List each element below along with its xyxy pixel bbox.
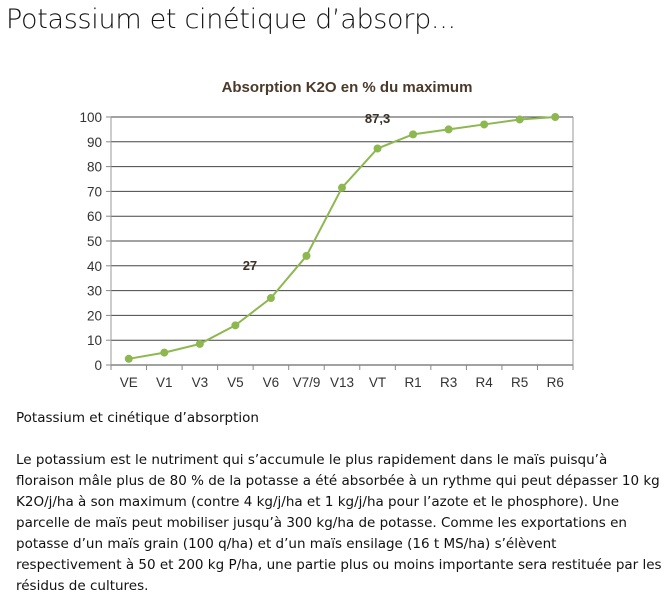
x-tick-label: V3: [192, 375, 209, 390]
data-point: [515, 115, 524, 124]
x-tick-label: R6: [547, 375, 564, 390]
data-point: [409, 130, 418, 139]
y-tick-label: 40: [87, 259, 102, 274]
x-tick-label: R1: [404, 375, 421, 390]
x-tick-label: R4: [476, 375, 494, 390]
x-tick-label: VT: [369, 375, 386, 390]
data-label: 27: [243, 258, 257, 273]
y-tick-label: 10: [87, 333, 102, 348]
x-tick-label: V1: [156, 375, 173, 390]
data-point: [480, 120, 489, 129]
chart-title: Absorption K2O en % du maximum: [222, 79, 473, 96]
y-tick-label: 90: [87, 135, 102, 150]
x-tick-label: V5: [227, 375, 244, 390]
data-point: [266, 294, 275, 303]
data-label: 87,3: [365, 111, 390, 126]
data-point: [195, 339, 204, 348]
data-point: [444, 125, 453, 134]
y-tick-label: 0: [94, 358, 102, 373]
body-text: Le potassium est le nutriment qui s’accu…: [16, 452, 662, 594]
data-point: [551, 113, 560, 121]
data-point: [302, 251, 311, 260]
page-title: Potassium et cinétique d’absorp...: [6, 4, 456, 35]
x-tick-label: V13: [330, 375, 354, 390]
data-point: [373, 144, 382, 153]
x-tick-label: VE: [120, 375, 138, 390]
y-tick-label: 30: [87, 284, 102, 299]
chart-caption: Potassium et cinétique d’absorption: [16, 410, 259, 426]
data-point: [124, 354, 133, 363]
x-tick-label: V6: [263, 375, 280, 390]
data-point: [338, 183, 346, 192]
data-point: [160, 348, 169, 357]
x-tick-label: R5: [511, 375, 528, 390]
y-tick-label: 50: [87, 234, 102, 249]
x-tick-label: R3: [440, 375, 457, 390]
y-tick-label: 20: [87, 308, 102, 323]
x-tick-label: V7/9: [293, 375, 321, 390]
series-line: [128, 116, 556, 360]
chart: Absorption K2O en % du maximum 0 10 20 30 40 5…: [79, 79, 574, 390]
y-tick-label: 100: [79, 110, 102, 125]
data-point: [231, 321, 240, 330]
y-tick-label: 80: [87, 160, 102, 175]
y-tick-label: 60: [87, 209, 102, 224]
y-tick-label: 70: [87, 184, 102, 199]
